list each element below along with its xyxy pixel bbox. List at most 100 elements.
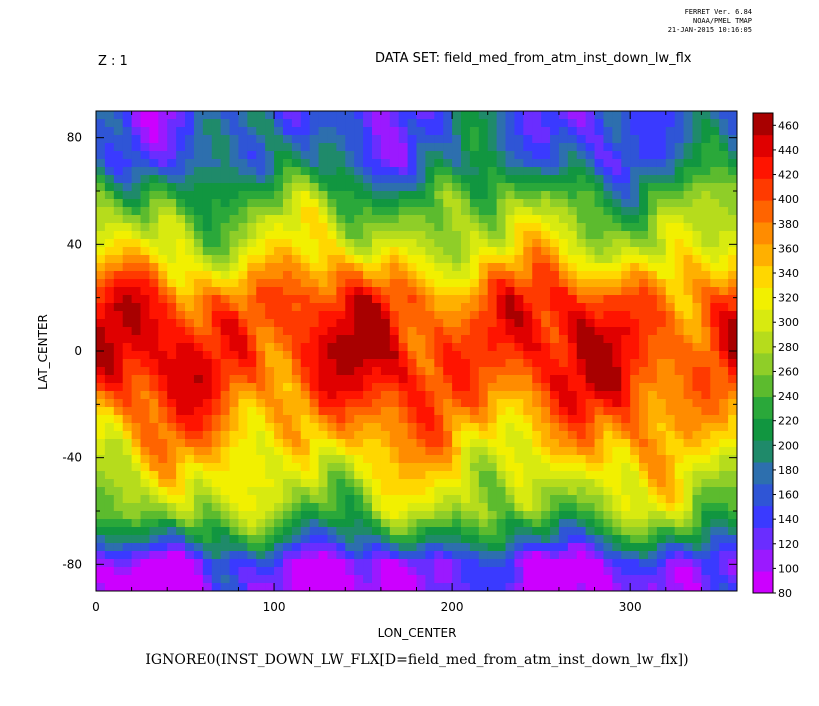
heatmap-cell [701,447,711,456]
heatmap-cell [274,159,284,168]
heatmap-cell [541,335,551,344]
heatmap-cell [621,543,631,552]
heatmap-cell [193,159,204,168]
heatmap-cell [585,167,596,176]
heatmap-cell [274,367,284,376]
heatmap-cell [193,255,204,264]
heatmap-cell [710,391,720,400]
heatmap-cell [211,351,222,360]
heatmap-cell [621,239,631,248]
heatmap-cell [104,575,115,584]
heatmap-cell [416,575,426,584]
heatmap-cell [701,127,711,136]
heatmap-cell [523,455,533,464]
heatmap-cell [719,383,729,392]
heatmap-cell [532,127,542,136]
heatmap-cell [371,239,382,248]
heatmap-cell [452,367,462,376]
heatmap-cell [202,223,213,232]
heatmap-cell [140,503,151,512]
heatmap-cell [719,375,729,384]
heatmap-cell [354,223,364,232]
heatmap-cell [336,119,346,128]
heatmap-cell [185,487,195,496]
heatmap-cell [389,191,400,200]
heatmap-cell [282,199,293,208]
heatmap-cell [505,255,516,264]
heatmap-cell [496,127,507,136]
heatmap-cell [585,367,596,376]
heatmap-cell [576,255,587,264]
heatmap-cell [158,415,168,424]
heatmap-cell [674,255,685,264]
heatmap-cell [487,143,498,152]
heatmap-cell [229,215,240,224]
heatmap-cell [131,503,142,512]
heatmap-cell [291,175,302,184]
heatmap-cell [345,415,355,424]
heatmap-cell [478,463,489,472]
heatmap-cell [389,255,400,264]
heatmap-cell [389,559,400,568]
heatmap-cell [469,327,480,336]
heatmap-cell [256,559,266,568]
heatmap-cell [461,359,471,368]
heatmap-cell [149,335,159,344]
heatmap-cell [113,239,124,248]
heatmap-cell [220,319,231,328]
heatmap-cell [728,575,737,584]
heatmap-cell [656,167,667,176]
heatmap-cell [425,343,435,352]
heatmap-cell [185,327,195,336]
heatmap-cell [576,567,587,576]
heatmap-cell [354,303,364,312]
heatmap-cell [425,335,435,344]
heatmap-cell [238,543,248,552]
heatmap-cell [603,455,613,464]
heatmap-cell [380,527,391,536]
heatmap-cell [345,551,355,560]
heatmap-cell [371,375,382,384]
heatmap-cell [140,143,151,152]
heatmap-cell [202,159,213,168]
heatmap-cell [389,567,400,576]
heatmap-cell [220,511,231,520]
heatmap-cell [176,399,186,408]
heatmap-cell [532,223,542,232]
heatmap-cell [665,359,676,368]
heatmap-cell [398,447,409,456]
heatmap-cell [505,311,516,320]
heatmap-cell [665,551,676,560]
heatmap-cell [274,431,284,440]
heatmap-cell [309,223,320,232]
heatmap-cell [229,351,240,360]
heatmap-cell [523,375,533,384]
heatmap-cell [532,167,542,176]
heatmap-cell [363,231,373,240]
heatmap-cell [193,271,204,280]
heatmap-cell [318,159,329,168]
heatmap-cell [487,559,498,568]
heatmap-cell [683,111,694,120]
heatmap-cell [282,543,293,552]
heatmap-cell [158,463,168,472]
heatmap-cell [265,527,275,536]
heatmap-cell [247,247,257,256]
heatmap-cell [354,343,364,352]
heatmap-cell [291,159,302,168]
heatmap-cell [176,503,186,512]
heatmap-cell [505,527,516,536]
heatmap-cell [478,327,489,336]
heatmap-cell [407,575,418,584]
heatmap-cell [683,303,694,312]
heatmap-cell [380,583,391,591]
heatmap-cell [176,511,186,520]
heatmap-cell [113,495,124,504]
heatmap-cell [594,271,605,280]
heatmap-cell [443,327,453,336]
heatmap-cell [558,431,569,440]
heatmap-cell [478,423,489,432]
heatmap-cell [149,199,159,208]
heatmap-cell [425,287,435,296]
heatmap-cell [238,487,248,496]
